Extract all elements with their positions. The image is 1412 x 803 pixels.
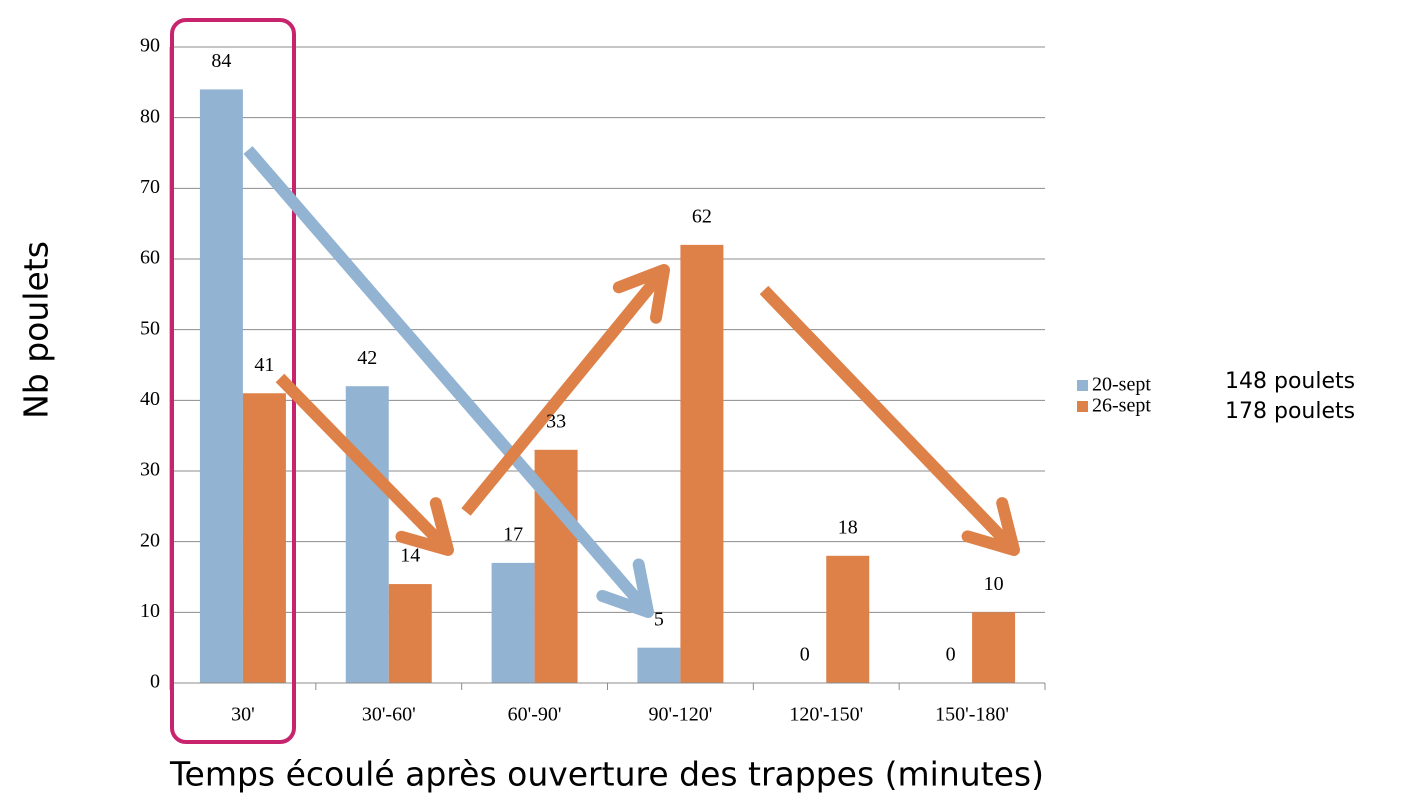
y-tick-label: 90: [140, 35, 160, 57]
annotation: 148 poulets: [1225, 369, 1355, 394]
bar: [242, 393, 286, 683]
data-label: 0: [946, 644, 956, 666]
x-tick-label: 60'-90': [508, 704, 562, 726]
x-tick-label: 150'-180': [935, 704, 1009, 726]
annotation: 178 poulets: [1225, 399, 1355, 424]
bar: [972, 612, 1016, 683]
data-label: 14: [400, 545, 420, 567]
arrow: [461, 264, 670, 516]
x-tick-label: 120'-150': [789, 704, 863, 726]
data-label: 33: [546, 410, 566, 432]
x-axis-title: Temps écoulé après ouverture des trappes…: [169, 755, 1044, 794]
arrow: [759, 285, 1020, 556]
bar: [199, 89, 243, 683]
x-tick-label: 30'-60': [362, 704, 416, 726]
x-tick-label: 30': [231, 704, 255, 726]
data-label: 41: [254, 354, 274, 376]
legend-label: 20-sept: [1092, 374, 1151, 396]
y-tick-label: 10: [140, 600, 160, 622]
data-label: 0: [800, 644, 810, 666]
bar: [345, 386, 389, 683]
y-tick-label: 70: [140, 176, 160, 198]
legend-swatch: [1077, 401, 1088, 412]
highlight-box: [170, 18, 296, 744]
data-label: 17: [503, 523, 523, 545]
bar: [388, 584, 432, 683]
arrow: [275, 373, 454, 556]
bar: [491, 562, 535, 683]
legend-swatch: [1077, 380, 1088, 391]
y-tick-label: 0: [150, 671, 160, 693]
y-tick-label: 80: [140, 105, 160, 127]
data-label: 84: [211, 50, 231, 72]
arrow: [243, 146, 654, 618]
data-label: 42: [357, 347, 377, 369]
bar: [826, 555, 870, 683]
data-label: 18: [838, 516, 858, 538]
data-label: 5: [654, 608, 664, 630]
y-tick-label: 40: [140, 388, 160, 410]
y-tick-label: 30: [140, 459, 160, 481]
y-tick-label: 60: [140, 247, 160, 269]
y-tick-label: 50: [140, 317, 160, 339]
data-label: 10: [984, 573, 1004, 595]
legend-label: 26-sept: [1092, 395, 1151, 417]
bar: [637, 647, 681, 683]
x-tick-label: 90'-120': [648, 704, 712, 726]
bar: [680, 244, 724, 683]
y-tick-label: 20: [140, 529, 160, 551]
data-label: 62: [692, 205, 712, 227]
y-axis-title: Nb poulets: [17, 241, 56, 419]
